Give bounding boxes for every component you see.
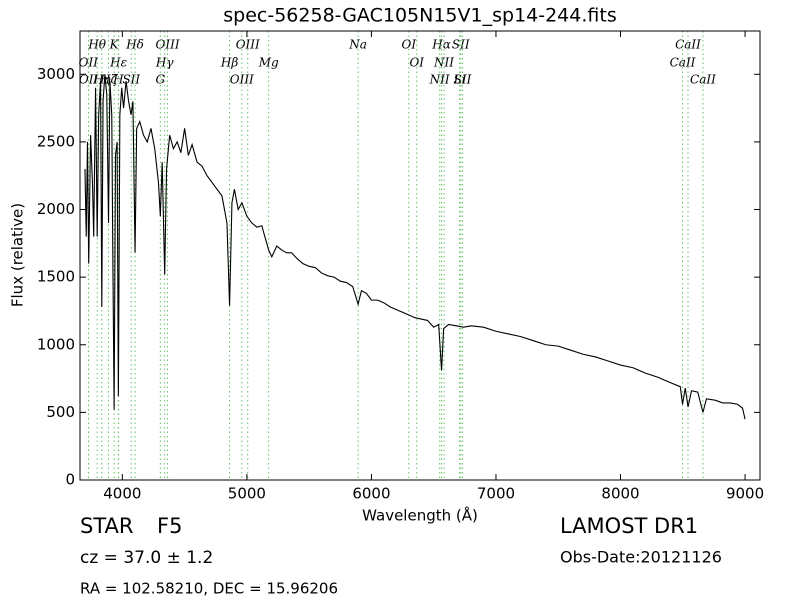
spectral-line-label: Mg: [258, 56, 279, 70]
spectral-line-label: SII: [122, 73, 140, 87]
spectral-line-label: SII: [452, 38, 470, 52]
redshift-label: cz = 37.0 ± 1.2: [80, 548, 213, 568]
spectral-line-label: Hδ: [125, 38, 144, 52]
class-label: STAR: [80, 514, 133, 538]
x-axis-label: Wavelength (Å): [362, 506, 478, 525]
obs-date-label: Obs-Date:20121126: [560, 548, 722, 567]
spectral-line-label: G: [156, 73, 166, 87]
spectral-line-label: OIII: [230, 73, 254, 87]
y-tick-label: 2500: [37, 132, 75, 150]
spectral-line-label: Na: [348, 38, 367, 52]
x-tick-label: 5000: [228, 485, 266, 503]
spectral-line-label: OI: [402, 38, 417, 52]
y-tick-label: 2000: [37, 200, 75, 218]
spectral-line-label: Hγ: [155, 56, 174, 70]
spectral-line-label: CaII: [675, 38, 701, 52]
plot-frame: [79, 30, 761, 481]
y-tick-label: 3000: [37, 65, 75, 83]
y-tick-label: 500: [46, 403, 75, 421]
spectral-line-label: Hβ: [220, 56, 238, 70]
spectral-line-label: OI: [409, 56, 424, 70]
spectral-line-label: K: [109, 38, 120, 52]
spectral-line-label: H: [112, 73, 124, 87]
y-axis-label: Flux (relative): [9, 203, 27, 307]
spectral-line-label: Hη: [92, 73, 111, 87]
spectral-line-label: Hθ: [87, 38, 106, 52]
y-tick-label: 1500: [37, 268, 75, 286]
spectral-line-label: OII: [79, 73, 99, 87]
x-tick-label: 9000: [726, 485, 764, 503]
spectral-line-label: OIII: [156, 38, 180, 52]
spectral-line-label: Hα: [431, 38, 451, 52]
y-tick-label: 0: [65, 471, 75, 489]
spectral-line-label: NII: [433, 56, 454, 70]
chart-title: spec-56258-GAC105N15V1_sp14-244.fits: [223, 5, 616, 27]
spectrum-line: [84, 74, 746, 420]
spectral-line-label: NII: [429, 73, 450, 87]
spectral-line-label: CaII: [690, 73, 716, 87]
y-tick-label: 1000: [37, 335, 75, 353]
spectral-line-label: SII: [454, 73, 472, 87]
spectral-line-label: CaII: [670, 56, 696, 70]
x-tick-label: 4000: [103, 485, 141, 503]
subclass-label: F5: [157, 514, 182, 538]
x-tick-label: 7000: [477, 485, 515, 503]
coordinates-label: RA = 102.58210, DEC = 15.96206: [80, 580, 338, 598]
x-tick-label: 6000: [352, 485, 390, 503]
spectral-line-label: OIII: [236, 38, 260, 52]
survey-label: LAMOST DR1: [560, 514, 698, 538]
x-tick-label: 8000: [601, 485, 639, 503]
